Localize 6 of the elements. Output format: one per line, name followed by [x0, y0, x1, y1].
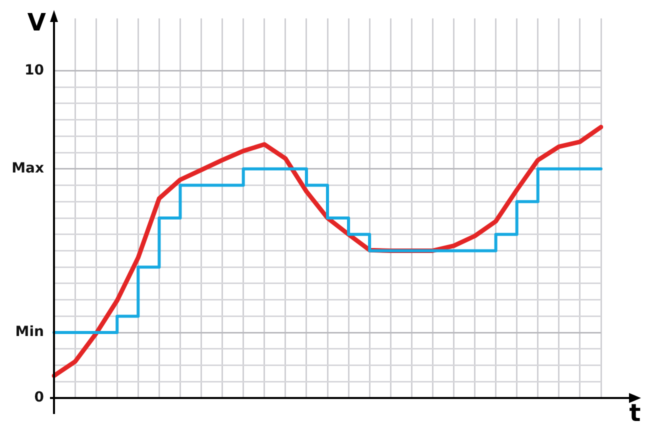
y-tick-label: Min — [15, 324, 44, 340]
y-axis-title: V — [27, 8, 46, 37]
y-tick-label: 0 — [34, 390, 44, 406]
x-axis-title: t — [629, 399, 641, 428]
y-tick-label: Max — [12, 160, 44, 177]
y-tick-label: 10 — [24, 62, 44, 78]
